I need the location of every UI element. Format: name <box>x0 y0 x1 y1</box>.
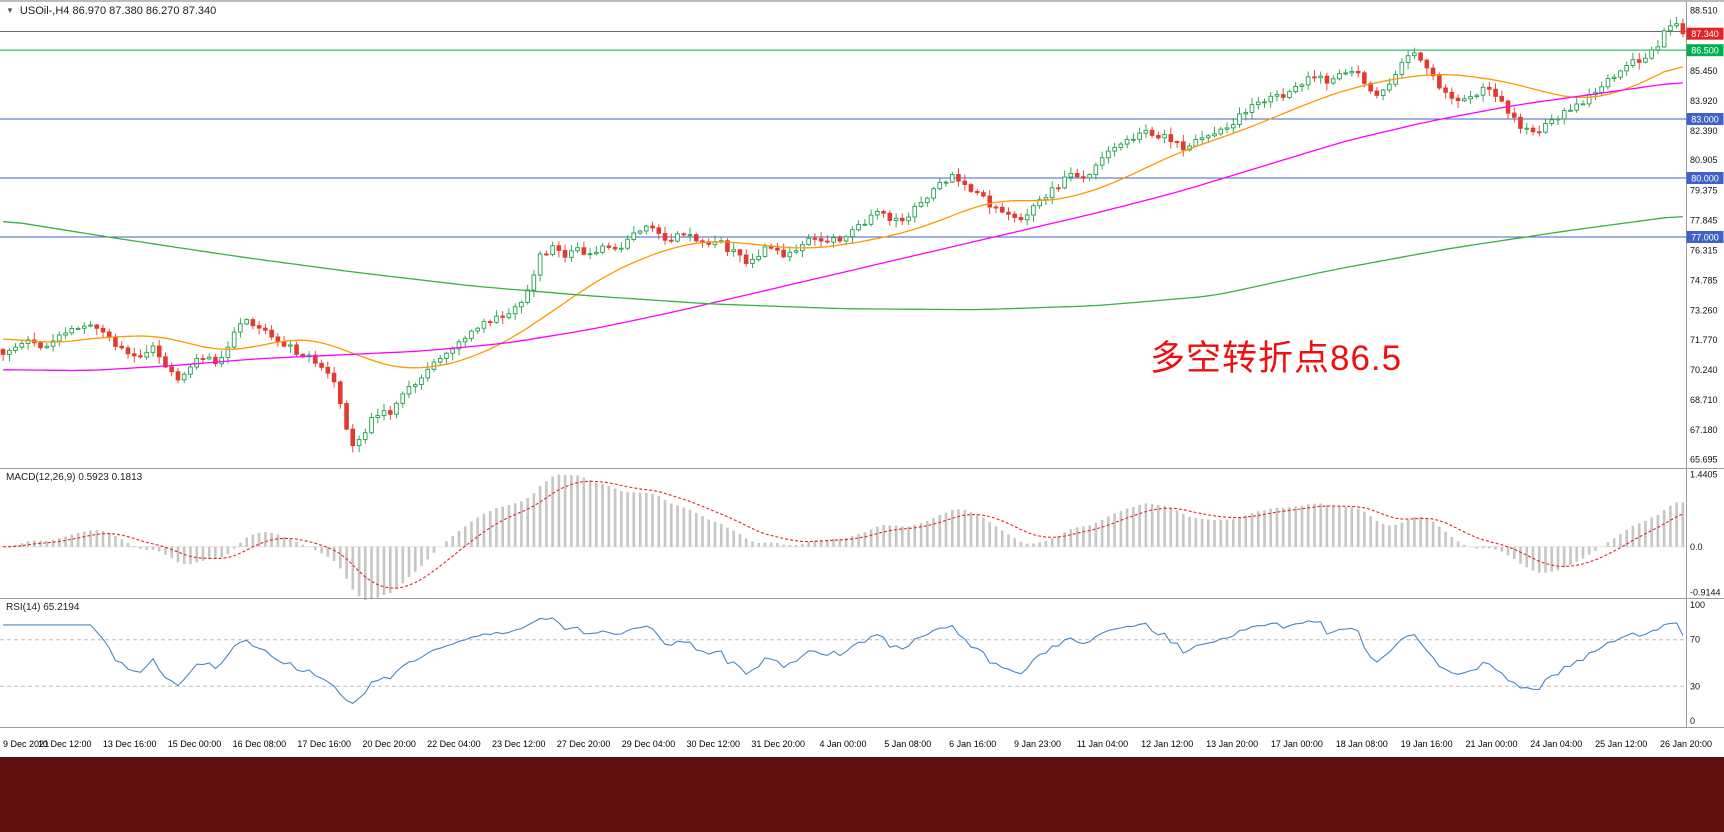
ma-slow-line <box>3 215 1683 311</box>
price-axis-label: 83.920 <box>1690 96 1718 106</box>
price-axis-label: 76.315 <box>1690 245 1718 255</box>
time-axis-label: 24 Jan 04:00 <box>1530 739 1582 749</box>
rsi-line <box>3 617 1684 704</box>
price-axis-label: 80.905 <box>1690 155 1718 165</box>
price-axis-label: 73.260 <box>1690 306 1718 316</box>
price-axis-label: 79.375 <box>1690 185 1718 195</box>
time-axis-label: 30 Dec 12:00 <box>687 739 741 749</box>
time-axis-label: 15 Dec 00:00 <box>168 739 222 749</box>
time-axis-label: 21 Jan 00:00 <box>1465 739 1517 749</box>
price-tag <box>1686 231 1724 243</box>
ma-mid-line <box>3 82 1683 372</box>
chart-canvas[interactable]: 88.510 85.450 83.920 82.390 80.905 79.375 77.8… <box>0 0 1724 757</box>
price-axis-label: 67.180 <box>1690 425 1718 435</box>
ma-fast-line <box>3 66 1684 369</box>
price-axis[interactable]: 88.510 85.450 83.920 82.390 80.905 79.375 77.8… <box>1686 6 1724 727</box>
moving-averages <box>3 66 1684 372</box>
bottom-bar <box>0 757 1724 832</box>
time-axis-label: 31 Dec 20:00 <box>751 739 805 749</box>
time-axis-label: 16 Dec 08:00 <box>233 739 287 749</box>
macd-signal-line <box>3 480 1684 589</box>
time-axis-label: 13 Jan 20:00 <box>1206 739 1258 749</box>
price-tag-label: 86.500 <box>1691 46 1719 56</box>
time-axis-label: 12 Jan 12:00 <box>1141 739 1193 749</box>
price-axis-label: 65.695 <box>1690 454 1718 464</box>
rsi-indicator-label: RSI(14) 65.2194 <box>6 602 80 613</box>
price-axis-label: 71.770 <box>1690 335 1718 345</box>
rsi-axis-label: 0 <box>1690 716 1695 726</box>
macd-axis-label: -0.9144 <box>1690 588 1721 598</box>
rsi-axis-label: 70 <box>1690 635 1700 645</box>
price-tag-label: 87.340 <box>1691 29 1719 39</box>
time-axis-label: 29 Dec 04:00 <box>622 739 676 749</box>
rsi-axis-label: 30 <box>1690 681 1700 691</box>
time-axis-label: 11 Jan 04:00 <box>1077 739 1128 749</box>
macd-axis-label: 1.4405 <box>1690 470 1718 480</box>
time-axis-label: 10 Dec 12:00 <box>38 739 92 749</box>
time-axis-label: 26 Jan 20:00 <box>1660 739 1712 749</box>
price-axis-label: 85.450 <box>1690 66 1718 76</box>
chart-collapse-icon[interactable]: ▼ <box>6 6 14 15</box>
price-axis-label: 88.510 <box>1690 6 1718 16</box>
symbol-ohlc-label: USOil-,H4 86.970 87.380 86.270 87.340 <box>19 5 217 17</box>
price-axis-label: 70.240 <box>1690 365 1718 375</box>
chart-annotation[interactable]: 多空转折点86.5 <box>1150 339 1403 378</box>
time-axis-label: 9 Dec 2021 <box>3 739 49 749</box>
time-axis-label: 19 Jan 16:00 <box>1401 739 1453 749</box>
price-axis-label: 77.845 <box>1690 215 1718 225</box>
horizontal-lines[interactable] <box>0 30 1686 238</box>
price-tag <box>1686 27 1724 40</box>
time-axis-label: 4 Jan 00:00 <box>819 739 866 749</box>
price-tag-label: 80.000 <box>1691 174 1719 184</box>
pane-separators <box>0 0 1724 728</box>
price-tag-label: 77.000 <box>1691 233 1719 243</box>
time-axis-label: 13 Dec 16:00 <box>103 739 157 749</box>
time-axis-label: 17 Dec 16:00 <box>297 739 351 749</box>
time-axis-label: 25 Jan 12:00 <box>1595 739 1647 749</box>
time-axis-label: 27 Dec 20:00 <box>557 739 611 749</box>
price-axis-label: 82.390 <box>1690 126 1718 136</box>
price-tag <box>1686 172 1724 184</box>
price-tag <box>1686 113 1724 125</box>
macd-pane[interactable] <box>0 474 1686 601</box>
time-axis-label: 23 Dec 12:00 <box>492 739 546 749</box>
chart-header: ▼ USOil-,H4 86.970 87.380 86.270 87.340 <box>6 5 216 17</box>
price-axis-label: 74.785 <box>1690 276 1718 286</box>
price-axis-label: 68.710 <box>1690 395 1718 405</box>
time-axis-label: 6 Jan 16:00 <box>949 739 996 749</box>
time-axis-label: 5 Jan 08:00 <box>884 739 931 749</box>
time-axis-label: 18 Jan 08:00 <box>1336 739 1388 749</box>
macd-axis-label: 0.0 <box>1690 542 1703 552</box>
rsi-axis-label: 100 <box>1690 600 1705 610</box>
time-axis-label: 20 Dec 20:00 <box>362 739 416 749</box>
time-axis-label: 9 Jan 23:00 <box>1014 739 1061 749</box>
time-axis-label: 22 Dec 04:00 <box>427 739 481 749</box>
time-axis-label: 17 Jan 00:00 <box>1271 739 1323 749</box>
macd-indicator-label: MACD(12,26,9) 0.5923 0.1813 <box>6 472 143 483</box>
price-tag-label: 83.000 <box>1691 115 1719 125</box>
candles[interactable] <box>0 16 1686 453</box>
rsi-pane[interactable] <box>0 617 1686 704</box>
price-tag <box>1686 44 1724 57</box>
